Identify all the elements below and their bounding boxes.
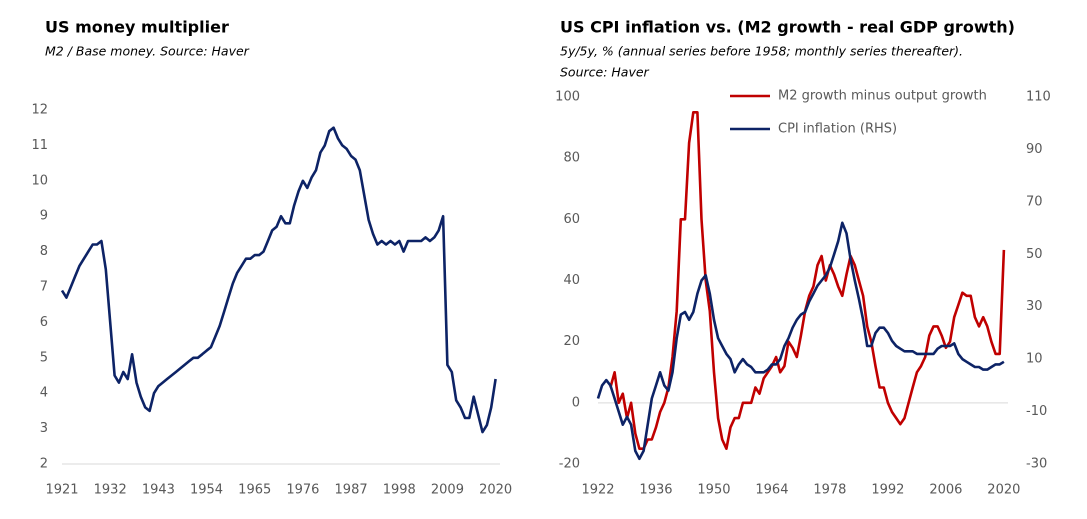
y-tick-label: 11 xyxy=(31,138,48,153)
chart-title: US money multiplier xyxy=(45,18,229,37)
y-tick-label: 7 xyxy=(40,280,48,295)
x-tick-label: 1932 xyxy=(94,483,127,498)
x-tick-label: 1936 xyxy=(639,483,672,498)
legend-label: M2 growth minus output growth xyxy=(778,89,987,104)
x-tick-label: 1954 xyxy=(190,483,223,498)
x-tick-label: 2009 xyxy=(431,483,464,498)
y2-tick-label: -10 xyxy=(1026,404,1047,419)
x-tick-label: 1943 xyxy=(142,483,175,498)
y-tick-label: 10 xyxy=(31,173,48,188)
y-tick-label: 100 xyxy=(555,90,580,105)
y-tick-label: 20 xyxy=(563,334,580,349)
x-tick-label: 1965 xyxy=(238,483,271,498)
x-tick-label: 1964 xyxy=(755,483,788,498)
x-tick-label: 2006 xyxy=(929,483,962,498)
y-tick-label: 8 xyxy=(40,244,48,259)
x-tick-label: 1978 xyxy=(813,483,846,498)
x-tick-label: 1921 xyxy=(45,483,78,498)
y2-tick-label: -30 xyxy=(1026,457,1047,472)
x-tick-label: 1987 xyxy=(335,483,368,498)
y-tick-label: 0 xyxy=(572,395,580,410)
x-tick-label: 2020 xyxy=(479,483,512,498)
y-tick-label: 4 xyxy=(40,386,48,401)
y-tick-label: -20 xyxy=(559,457,580,472)
y-tick-label: 6 xyxy=(40,315,48,330)
data-line xyxy=(596,221,1005,461)
chart-title: US CPI inflation vs. (M2 growth - real G… xyxy=(560,18,1015,37)
y2-tick-label: 10 xyxy=(1026,352,1043,367)
legend-label: CPI inflation (RHS) xyxy=(778,122,897,137)
y-tick-label: 12 xyxy=(31,103,48,118)
y2-tick-label: 110 xyxy=(1026,90,1051,105)
chart-subtitle: Source: Haver xyxy=(560,65,650,80)
data-line xyxy=(60,126,497,434)
x-tick-label: 2020 xyxy=(987,483,1020,498)
x-tick-label: 1922 xyxy=(581,483,614,498)
data-line xyxy=(609,111,1006,450)
y2-tick-label: 90 xyxy=(1026,142,1043,157)
y2-tick-label: 50 xyxy=(1026,247,1043,262)
x-tick-label: 1992 xyxy=(871,483,904,498)
y-tick-label: 9 xyxy=(40,209,48,224)
x-tick-label: 1976 xyxy=(286,483,319,498)
chart-subtitle: 5y/5y, % (annual series before 1958; mon… xyxy=(560,44,963,59)
x-tick-label: 1950 xyxy=(697,483,730,498)
y-tick-label: 80 xyxy=(563,151,580,166)
y2-tick-label: 30 xyxy=(1026,299,1043,314)
y-tick-label: 2 xyxy=(40,457,48,472)
y-tick-label: 60 xyxy=(563,212,580,227)
y-tick-label: 5 xyxy=(40,350,48,365)
x-tick-label: 1998 xyxy=(383,483,416,498)
y2-tick-label: 70 xyxy=(1026,194,1043,209)
chart-subtitle: M2 / Base money. Source: Haver xyxy=(45,44,250,59)
y-tick-label: 3 xyxy=(40,421,48,436)
y-tick-label: 40 xyxy=(563,273,580,288)
